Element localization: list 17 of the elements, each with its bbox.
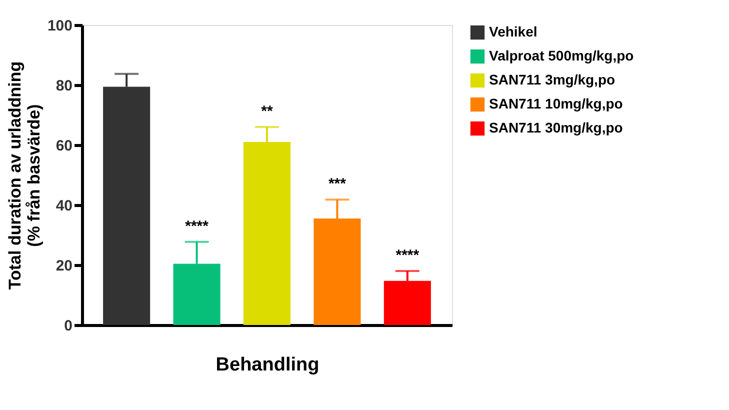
legend-label: Vehikel	[489, 24, 538, 40]
x-axis-title: Behandling	[216, 354, 320, 376]
legend-label: Valproat 500mg/kg,po	[489, 48, 634, 64]
legend-label: SAN711 30mg/kg,po	[489, 120, 623, 136]
y-tick-label: 80	[56, 78, 72, 94]
data-label: **	[261, 103, 273, 120]
legend-label: SAN711 10mg/kg,po	[489, 96, 623, 112]
data-label: ****	[185, 218, 209, 235]
data-label: ***	[328, 176, 346, 193]
y-tick-label: 100	[47, 18, 72, 34]
y-axis-title: Total duration av urladdning (% från basvärde)	[5, 61, 44, 290]
y-tick-label: 0	[64, 318, 72, 334]
data-label: ****	[396, 247, 420, 264]
legend-label: SAN711 3mg/kg,po	[489, 72, 616, 88]
y-tick-label: 40	[56, 198, 72, 214]
y-tick-label: 60	[56, 138, 72, 154]
y-tick-label: 20	[56, 258, 72, 274]
